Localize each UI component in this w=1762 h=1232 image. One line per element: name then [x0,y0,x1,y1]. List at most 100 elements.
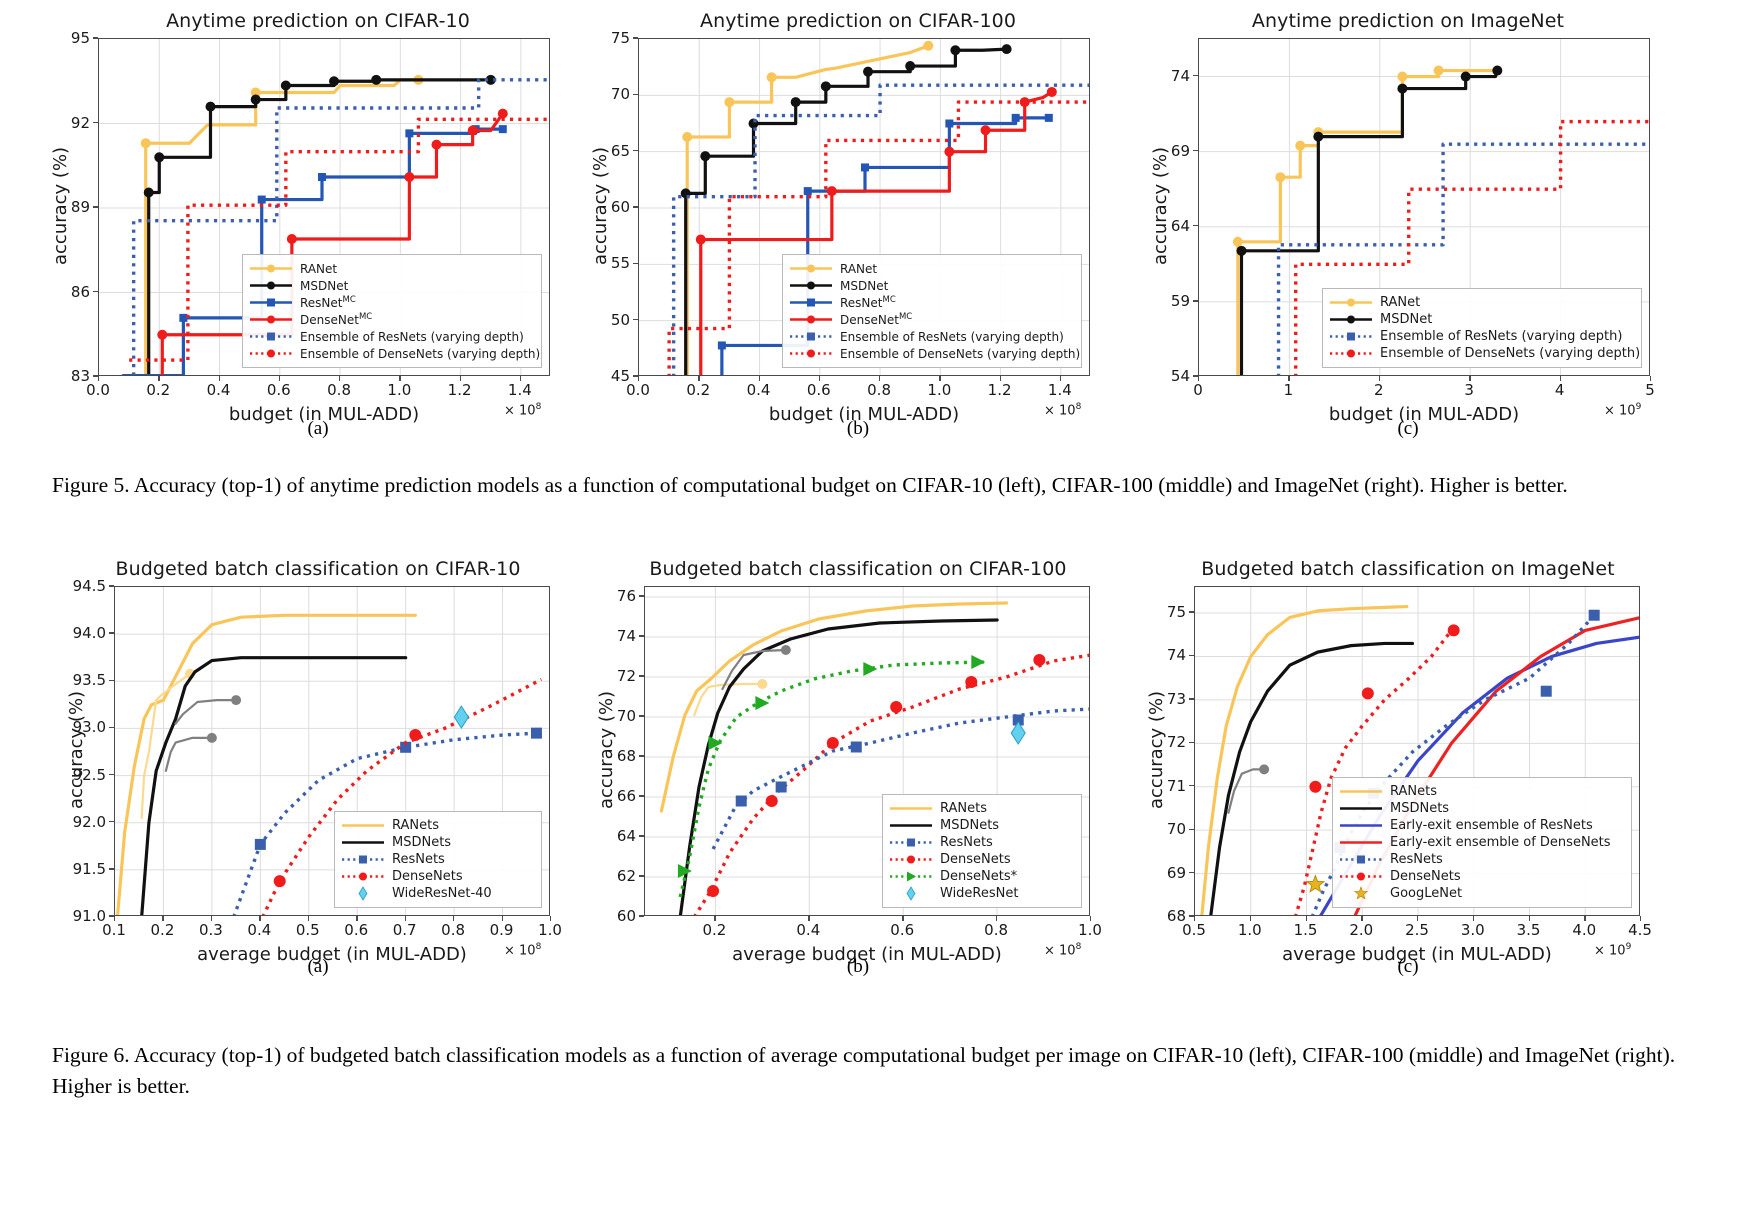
legend-item[interactable]: ResNets [1339,851,1624,868]
x-tick-label: 4 [1554,381,1565,399]
panel-subcaption: (a) [307,956,329,977]
legend-key-icon [789,312,833,327]
x-tick-label: 2.0 [1349,921,1374,939]
legend-item[interactable]: RANet [249,260,534,277]
legend-item[interactable]: WideResNet [889,885,1074,902]
x-tick-label: 1.5 [1293,921,1318,939]
legend-key-icon [341,869,385,884]
legend-item[interactable]: MSDNets [341,834,534,851]
legend-item[interactable]: ResNetMC [249,294,534,311]
x-tick-label: 1.4 [507,381,532,399]
legend-item[interactable]: RANets [889,800,1074,817]
legend-item[interactable]: MSDNet [789,277,1074,294]
legend-item[interactable]: Early-exit ensemble of ResNets [1339,817,1624,834]
legend-item[interactable]: Ensemble of ResNets (varying depth) [1329,328,1634,345]
legend-item[interactable]: Ensemble of DenseNets (varying depth) [249,345,540,362]
chart-legend[interactable]: RANet MSDNet Ensemble of ResNets (varying … [1322,288,1642,368]
legend-key-icon [249,295,293,310]
y-axis-label: accuracy (%) [596,690,617,809]
legend-item[interactable]: MSDNet [249,277,534,294]
y-tick-label: 71 [1166,776,1186,795]
series-wideresnet-40 [453,705,469,730]
x-axis-exponent: × 108 [1044,402,1082,419]
legend-item[interactable]: DenseNetMC [789,311,1074,328]
legend-item[interactable]: Ensemble of DenseNets (varying depth) [789,345,1080,362]
y-tick-label: 92.5 [72,765,106,784]
legend-item-label: RANets [1390,784,1437,799]
y-tick-label: 93.0 [72,718,106,737]
legend-item-label: MSDNet [300,278,349,293]
chart-legend[interactable]: RANets MSDNets ResNets DenseNets WideResNet-… [334,811,542,908]
legend-key-icon [249,278,293,293]
legend-item[interactable]: DenseNets [341,868,534,885]
legend-key-icon [341,886,385,901]
legend-key-icon [889,801,933,816]
legend-item[interactable]: DenseNets [889,851,1074,868]
chart-legend[interactable]: RANets MSDNets Early-exit ensemble of ResN… [1332,777,1632,908]
legend-key-icon [789,261,833,276]
x-tick-mark [1378,376,1381,381]
legend-item[interactable]: RANets [341,817,534,834]
x-tick-mark [210,916,213,921]
legend-item[interactable]: MSDNets [1339,800,1624,817]
legend-item[interactable]: RANets [1339,783,1624,800]
legend-item[interactable]: GoogLeNet [1339,885,1624,902]
chart-legend[interactable]: RANets MSDNets ResNets DenseNets DenseNets* W… [882,794,1082,908]
legend-item[interactable]: Ensemble of ResNets (varying depth) [789,328,1074,345]
legend-item[interactable]: DenseNets [1339,868,1624,885]
y-tick-label: 64 [616,827,636,845]
series-msdnet [143,74,496,375]
y-tick-label: 73 [1166,689,1186,708]
legend-item[interactable]: ResNets [341,851,534,868]
figure-5-caption: Figure 5. Accuracy (top-1) of anytime pr… [52,473,1568,497]
x-tick-mark [459,376,461,381]
legend-item[interactable]: ResNets [889,834,1074,851]
legend-item-label: DenseNets [392,869,463,884]
x-tick-label: 0.2 [686,381,711,399]
chart-panel-fig5a: Anytime prediction on CIFAR-10 0.0 0.2 0.4 0… [38,0,598,455]
x-axis-label: budget (in MUL-ADD) [228,404,420,425]
x-tick-mark [307,916,310,921]
panel-subcaption: (b) [846,956,870,977]
legend-key-icon [789,346,833,361]
legend-item[interactable]: WideResNet-40 [341,885,534,902]
y-tick-mark [639,795,644,797]
y-tick-mark [93,37,98,39]
legend-item[interactable]: Early-exit ensemble of DenseNets [1339,834,1624,851]
x-tick-label: 0.0 [86,381,110,399]
y-tick-mark [1189,611,1194,613]
x-tick-mark [638,376,640,381]
legend-item[interactable]: DenseNetMC [249,311,534,328]
legend-item[interactable]: ResNetMC [789,294,1074,311]
y-tick-label: 72 [1166,733,1186,752]
series-resnet-sup-mc-sup- [717,113,1053,375]
x-tick-mark [278,376,281,381]
y-tick-mark [633,93,638,95]
panel-subcaption: (b) [846,418,870,439]
x-tick-mark [879,376,881,381]
chart-legend[interactable]: RANet MSDNet ResNetMC DenseNetMC Ensemble of… [242,254,542,368]
legend-item[interactable]: Ensemble of ResNets (varying depth) [249,328,534,345]
legend-item[interactable]: MSDNet [1329,311,1634,328]
x-tick-label: 0.8 [984,921,1009,939]
x-tick-mark [501,916,503,921]
x-tick-label: 1.2 [987,381,1012,399]
series-msdnets-branch [721,645,791,691]
x-tick-label: 1.2 [447,381,472,399]
y-tick-label: 54 [1170,367,1190,385]
legend-item[interactable]: Ensemble of DenseNets (varying depth) [1329,345,1640,362]
legend-item[interactable]: MSDNets [889,817,1074,834]
x-tick-label: 0.6 [344,921,369,939]
legend-item[interactable]: DenseNets* [889,868,1074,885]
legend-item-label: RANet [840,261,878,276]
y-tick-label: 93.5 [72,671,106,690]
chart-legend[interactable]: RANet MSDNet ResNetMC DenseNetMC Ensemble of… [782,254,1082,368]
y-tick-label: 70 [616,707,636,725]
y-tick-mark [633,375,638,377]
legend-item[interactable]: RANet [789,260,1074,277]
y-tick-mark [109,868,114,870]
plot-svg [645,587,1089,915]
y-tick-label: 65 [610,141,630,160]
legend-item[interactable]: RANet [1329,294,1634,311]
legend-key-icon [1339,869,1383,884]
